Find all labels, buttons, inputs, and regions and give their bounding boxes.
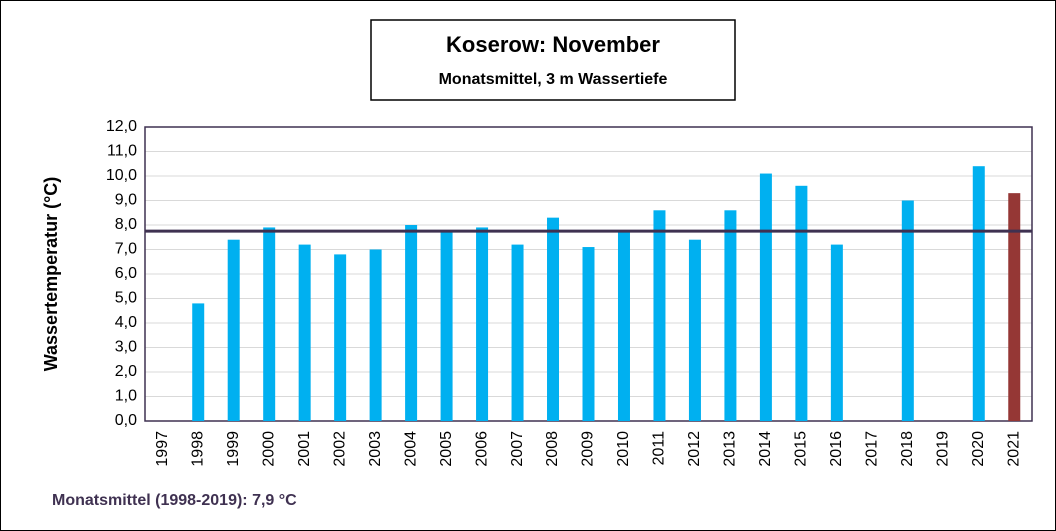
x-tick-label: 2017 [864,431,881,467]
bar [476,227,489,421]
x-tick-label: 2020 [970,431,987,467]
y-tick-label: 9,0 [115,192,137,209]
y-tick-label: 8,0 [115,216,137,233]
bar [511,244,524,421]
x-tick-label: 1998 [189,431,206,467]
x-tick-label: 2006 [473,431,490,467]
x-tick-label: 1997 [154,431,171,467]
x-tick-label: 2019 [935,431,952,467]
bar [298,244,311,421]
bar [901,200,914,421]
bar [440,232,453,421]
bar [227,239,240,421]
x-tick-label: 2021 [1005,431,1022,467]
x-tick-label: 2007 [509,431,526,467]
annotation: Monatsmittel (1998-2019): 7,9 °C [52,492,297,509]
y-tick-label: 2,0 [115,363,137,380]
bar [405,225,418,421]
x-tick-label: 2009 [580,431,597,467]
y-tick-label: 1,0 [115,388,137,405]
bar [759,173,772,421]
x-tick-label: 2004 [402,431,419,467]
x-tick-label: 2013 [722,431,739,467]
bar [830,244,843,421]
bar [192,303,205,421]
bar [263,227,276,421]
bar [547,217,560,421]
bar [724,210,737,421]
bar [972,166,985,421]
y-tick-label: 3,0 [115,339,137,356]
y-tick-label: 5,0 [115,290,137,307]
x-tick-label: 1999 [225,431,242,467]
y-tick-label: 11,0 [107,143,137,160]
y-axis-label: Wassertemperatur (°C) [41,177,61,372]
chart-subtitle: Monatsmittel, 3 m Wassertiefe [439,71,668,88]
bar [582,247,595,421]
x-tick-label: 2002 [331,431,348,467]
x-tick-label: 2010 [615,431,632,467]
bar [369,249,382,421]
x-tick-label: 2015 [793,431,810,467]
y-tick-label: 10,0 [106,167,137,184]
bar [688,239,701,421]
y-tick-label: 4,0 [115,314,137,331]
x-tick-label: 2018 [899,431,916,467]
y-tick-label: 12,0 [106,118,137,135]
y-tick-label: 6,0 [115,265,137,282]
title-box [370,19,736,101]
x-tick-label: 2012 [686,431,703,467]
x-tick-label: 2008 [544,431,561,467]
bar [1008,193,1021,421]
chart-title: Koserow: November [446,32,660,57]
bar [795,185,808,421]
x-tick-label: 2001 [296,431,313,467]
y-tick-label: 7,0 [115,241,137,258]
x-tick-label: 2003 [367,431,384,467]
x-tick-label: 2005 [438,431,455,467]
y-tick-label: 0,0 [115,412,137,429]
x-tick-label: 2000 [260,431,277,467]
x-tick-label: 2016 [828,431,845,467]
bar [653,210,666,421]
bar [617,232,630,421]
x-tick-label: 2011 [651,431,668,466]
x-tick-label: 2014 [757,431,774,467]
bar [334,254,347,421]
